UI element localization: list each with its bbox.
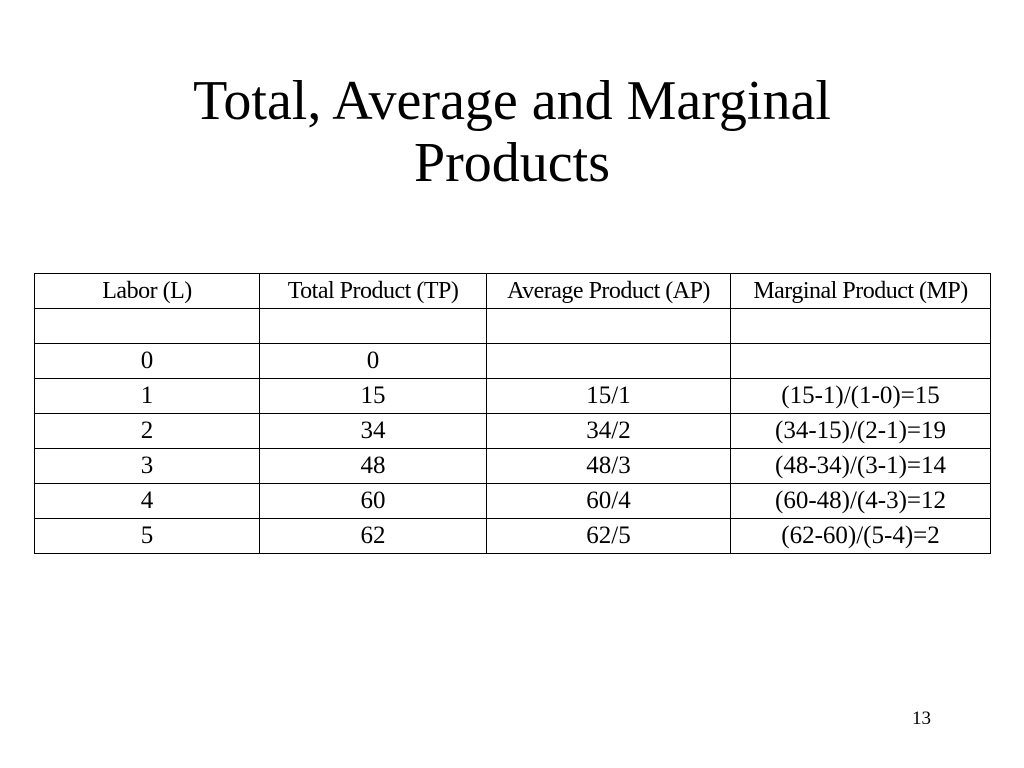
cell-marginal-product: (34-15)/(2-1)=19 xyxy=(730,413,991,449)
cell-labor: 0 xyxy=(34,343,260,379)
cell-total-product xyxy=(259,308,487,344)
slide-title: Total, Average and Marginal Products xyxy=(0,70,1024,194)
table-row: 4 60 60/4 (60-48)/(4-3)=12 xyxy=(34,483,991,519)
cell-labor: 5 xyxy=(34,518,260,554)
cell-average-product: 48/3 xyxy=(486,448,731,484)
header-total-product: Total Product (TP) xyxy=(259,273,487,309)
cell-labor: 4 xyxy=(34,483,260,519)
header-marginal-product: Marginal Product (MP) xyxy=(730,273,991,309)
header-average-product: Average Product (AP) xyxy=(486,273,731,309)
table-row: 5 62 62/5 (62-60)/(5-4)=2 xyxy=(34,518,991,554)
cell-average-product xyxy=(486,343,731,379)
cell-labor: 1 xyxy=(34,378,260,414)
cell-average-product: 34/2 xyxy=(486,413,731,449)
table-row: 1 15 15/1 (15-1)/(1-0)=15 xyxy=(34,378,991,414)
cell-marginal-product xyxy=(730,308,991,344)
slide-title-line-2: Products xyxy=(414,132,610,194)
slide-number: 13 xyxy=(912,708,931,729)
cell-total-product: 62 xyxy=(259,518,487,554)
cell-marginal-product: (60-48)/(4-3)=12 xyxy=(730,483,991,519)
table-row: 3 48 48/3 (48-34)/(3-1)=14 xyxy=(34,448,991,484)
cell-labor: 2 xyxy=(34,413,260,449)
table-header-row: Labor (L) Total Product (TP) Average Pro… xyxy=(34,273,991,309)
slide-title-line-1: Total, Average and Marginal xyxy=(193,70,831,132)
cell-total-product: 48 xyxy=(259,448,487,484)
table-row: 2 34 34/2 (34-15)/(2-1)=19 xyxy=(34,413,991,449)
table-row xyxy=(34,308,991,344)
cell-marginal-product: (48-34)/(3-1)=14 xyxy=(730,448,991,484)
cell-average-product: 60/4 xyxy=(486,483,731,519)
cell-labor: 3 xyxy=(34,448,260,484)
cell-total-product: 60 xyxy=(259,483,487,519)
cell-total-product: 0 xyxy=(259,343,487,379)
table-row: 0 0 xyxy=(34,343,991,379)
cell-marginal-product: (15-1)/(1-0)=15 xyxy=(730,378,991,414)
product-table: Labor (L) Total Product (TP) Average Pro… xyxy=(34,273,991,554)
cell-total-product: 34 xyxy=(259,413,487,449)
cell-average-product: 62/5 xyxy=(486,518,731,554)
header-labor: Labor (L) xyxy=(34,273,260,309)
cell-labor xyxy=(34,308,260,344)
cell-average-product xyxy=(486,308,731,344)
cell-total-product: 15 xyxy=(259,378,487,414)
cell-marginal-product xyxy=(730,343,991,379)
cell-average-product: 15/1 xyxy=(486,378,731,414)
cell-marginal-product: (62-60)/(5-4)=2 xyxy=(730,518,991,554)
